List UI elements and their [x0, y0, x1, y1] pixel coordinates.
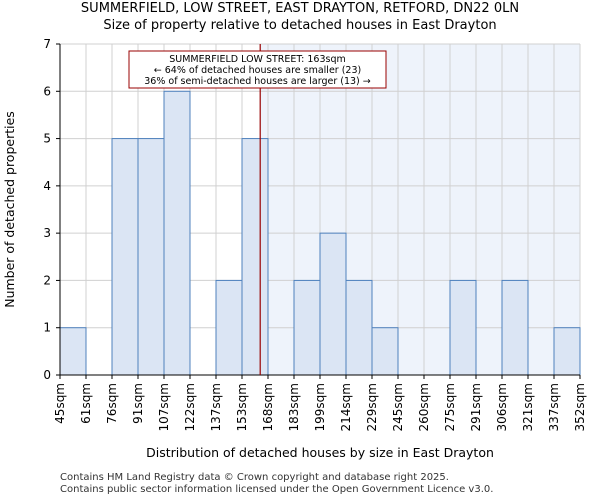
- histogram-bar: [59, 327, 87, 376]
- x-tick-label: 214sqm: [339, 383, 353, 431]
- chart-title-line1: SUMMERFIELD, LOW STREET, EAST DRAYTON, R…: [80, 1, 520, 16]
- footer-copyright: Contains HM Land Registry data © Crown c…: [60, 472, 449, 483]
- annotation-box: [128, 50, 387, 89]
- x-tick-label: 76sqm: [105, 383, 119, 424]
- x-tick-label: 183sqm: [287, 383, 301, 431]
- annotation-line: 36% of semi-detached houses are larger (…: [144, 76, 371, 87]
- annotation-line: ← 64% of detached houses are smaller (23…: [154, 65, 361, 76]
- x-tick-label: 245sqm: [391, 383, 405, 431]
- y-tick-label: 1: [43, 321, 51, 335]
- x-tick-label: 260sqm: [417, 383, 431, 431]
- y-tick-label: 6: [43, 84, 51, 98]
- x-tick-label: 275sqm: [443, 383, 457, 431]
- x-tick-label: 45sqm: [53, 383, 67, 424]
- x-tick-label: 61sqm: [79, 383, 93, 424]
- y-tick-label: 3: [43, 226, 51, 240]
- x-tick-label: 352sqm: [573, 383, 587, 431]
- histogram-bar: [241, 138, 269, 376]
- histogram-bar: [293, 279, 321, 376]
- histogram-bar: [319, 232, 347, 376]
- x-tick-label: 137sqm: [209, 383, 223, 431]
- y-tick-label: 5: [43, 132, 51, 146]
- x-tick-label: 321sqm: [521, 383, 535, 431]
- annotation-line: SUMMERFIELD LOW STREET: 163sqm: [169, 54, 346, 65]
- y-tick-label: 4: [43, 179, 51, 193]
- histogram-bar: [163, 90, 191, 376]
- x-tick-label: 291sqm: [469, 383, 483, 431]
- y-axis-label: Number of detached properties: [2, 111, 17, 308]
- histogram-bar: [345, 279, 373, 376]
- x-tick-label: 199sqm: [313, 383, 327, 431]
- histogram-bar: [501, 279, 529, 376]
- histogram-bar: [137, 138, 165, 376]
- x-tick-label: 306sqm: [495, 383, 509, 431]
- histogram-bar: [371, 327, 399, 376]
- y-tick-label: 2: [43, 273, 51, 287]
- x-tick-label: 122sqm: [183, 383, 197, 431]
- footer-licence: Contains public sector information licen…: [60, 484, 494, 495]
- histogram-bar: [111, 138, 139, 376]
- x-tick-label: 229sqm: [365, 383, 379, 431]
- histogram-bar: [553, 327, 581, 376]
- histogram-bar: [215, 279, 243, 376]
- x-tick-label: 107sqm: [157, 383, 171, 431]
- x-tick-label: 337sqm: [547, 383, 561, 431]
- histogram-bar: [449, 279, 477, 376]
- x-tick-label: 168sqm: [261, 383, 275, 431]
- x-tick-label: 153sqm: [235, 383, 249, 431]
- x-axis-label: Distribution of detached houses by size …: [146, 445, 494, 460]
- y-tick-label: 7: [43, 37, 51, 51]
- y-tick-label: 0: [43, 368, 51, 382]
- x-tick-label: 91sqm: [131, 383, 145, 424]
- chart-title-line2: Size of property relative to detached ho…: [103, 18, 497, 33]
